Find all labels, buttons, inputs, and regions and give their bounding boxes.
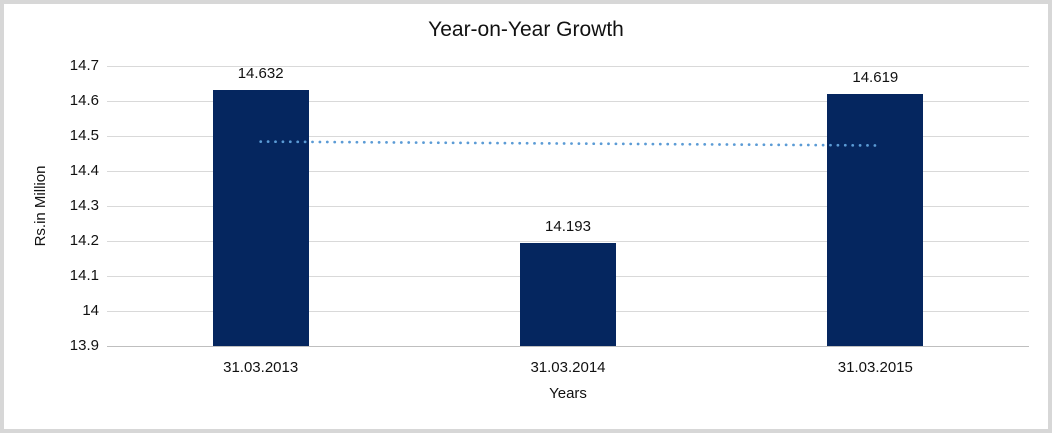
x-tick-label: 31.03.2014	[530, 359, 606, 376]
plot-area: 14.632 14.193 14.619	[107, 65, 1029, 347]
y-tick-label: 14.3	[69, 197, 99, 214]
y-tick-label: 14.4	[69, 162, 99, 179]
y-tick-label: 14.7	[69, 57, 99, 74]
gridline	[107, 240, 1029, 242]
y-tick-label: 14.6	[69, 92, 99, 109]
chart-title: Year-on-Year Growth	[428, 18, 624, 41]
y-tick-label: 14.1	[69, 267, 99, 284]
gridline	[107, 170, 1029, 172]
x-tick-label: 31.03.2013	[223, 359, 299, 376]
gridline	[107, 135, 1029, 137]
bar-31.03.2013	[212, 90, 309, 346]
y-tick-label: 13.9	[69, 337, 99, 354]
bar-value-label: 14.632	[237, 65, 284, 82]
x-axis-title: Years	[549, 385, 587, 402]
y-tick-label: 14.5	[69, 127, 99, 144]
x-tick-label: 31.03.2015	[837, 359, 913, 376]
bar-value-label: 14.619	[852, 69, 899, 86]
bar-value-label: 14.193	[545, 218, 591, 235]
gridline	[107, 100, 1029, 102]
gridline	[107, 205, 1029, 207]
gridline	[107, 65, 1029, 67]
y-tick-label: 14	[82, 302, 99, 319]
y-tick-label: 14.2	[69, 232, 99, 249]
bar-31.03.2014	[520, 243, 616, 346]
x-axis-line	[107, 345, 1029, 347]
bar-31.03.2015	[827, 94, 924, 346]
